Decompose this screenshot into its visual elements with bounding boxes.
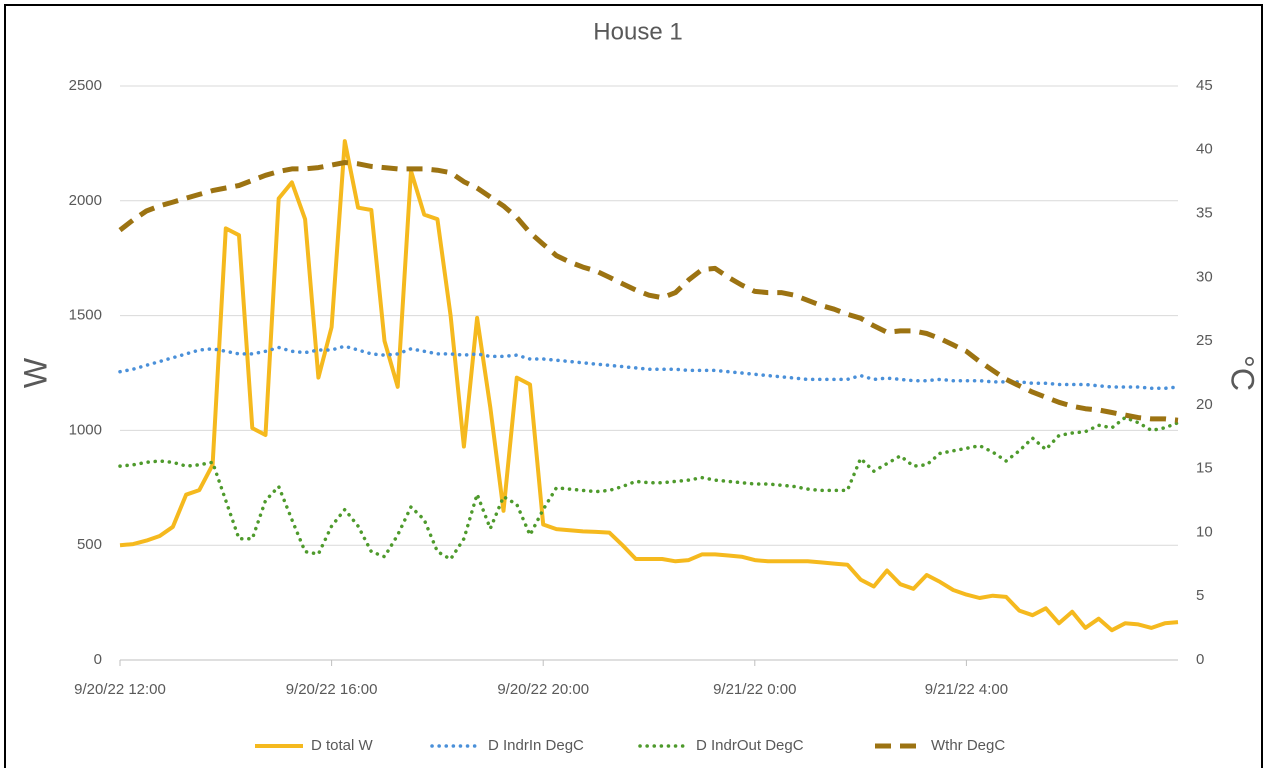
y2-axis-label: °C: [1225, 355, 1261, 391]
series-line: [118, 160, 1179, 423]
x-tick-label: 9/20/22 16:00: [286, 681, 378, 698]
legend-label: D total W: [311, 737, 374, 754]
y-tick-label: 1000: [69, 421, 102, 438]
x-tick-label: 9/20/22 20:00: [497, 681, 589, 698]
y2-tick-label: 45: [1196, 77, 1213, 94]
y-tick-label: 1500: [69, 307, 102, 324]
y2-tick-label: 35: [1196, 205, 1213, 222]
y2-tick-label: 0: [1196, 651, 1204, 668]
series-line: [118, 415, 1180, 561]
series-line: [119, 139, 1179, 633]
y-tick-label: 2000: [69, 192, 102, 209]
y-axis-label: W: [17, 357, 53, 388]
legend-label: Wthr DegC: [931, 737, 1005, 754]
y2-tick-label: 20: [1196, 396, 1213, 413]
legend-label: D IndrOut DegC: [696, 737, 804, 754]
y2-tick-label: 25: [1196, 332, 1213, 349]
series-line: [118, 344, 1180, 391]
x-tick-label: 9/20/22 12:00: [74, 681, 166, 698]
legend-label: D IndrIn DegC: [488, 737, 584, 754]
x-tick-label: 9/21/22 0:00: [713, 681, 796, 698]
y-tick-label: 0: [94, 651, 102, 668]
y-tick-label: 2500: [69, 77, 102, 94]
y2-tick-label: 10: [1196, 523, 1213, 540]
y2-tick-label: 40: [1196, 141, 1213, 158]
chart-frame: [4, 4, 1263, 768]
x-tick-label: 9/21/22 4:00: [925, 681, 1008, 698]
y-tick-label: 500: [77, 536, 102, 553]
y2-tick-label: 30: [1196, 268, 1213, 285]
y2-tick-label: 5: [1196, 587, 1204, 604]
y2-tick-label: 15: [1196, 460, 1213, 477]
chart-title: House 1: [593, 18, 682, 45]
